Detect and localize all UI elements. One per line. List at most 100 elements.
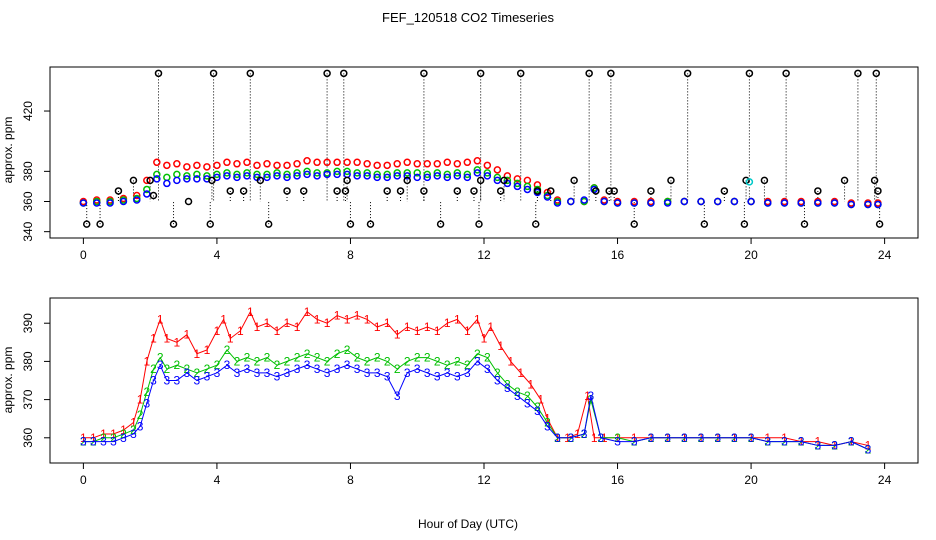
series-3-point: [283, 173, 291, 182]
y-axis-label: approx. ppm: [1, 347, 15, 414]
series-1-marker: 1: [865, 438, 872, 452]
series-1-marker: 1: [481, 331, 488, 345]
series-3-marker: 3: [164, 374, 171, 388]
series-2-marker: 2: [194, 366, 201, 380]
series-1-point: [483, 161, 492, 170]
series-1-marker: 1: [781, 431, 788, 445]
series-3-point: [79, 199, 88, 207]
series-1-marker: 1: [374, 320, 381, 334]
reference-point: [184, 197, 193, 206]
series-2-point: [143, 185, 151, 194]
series-2-marker: 2: [284, 354, 291, 368]
series-3-point: [153, 175, 161, 183]
reference-point: [800, 220, 809, 228]
x-tick-label: 24: [878, 473, 892, 487]
series-1-point: [373, 161, 381, 170]
series-3-marker: 3: [284, 366, 291, 380]
reference-point: [149, 191, 158, 200]
series-2-marker: 2: [184, 362, 191, 376]
series-1-marker: 1: [254, 320, 261, 334]
series-1-marker: 1: [537, 393, 544, 407]
series-3-point: [600, 197, 608, 206]
series-1-point: [223, 158, 231, 167]
series-3-marker: 3: [474, 354, 481, 368]
series-2-point: [313, 169, 321, 177]
series-1-point: [163, 161, 171, 170]
series-3-point: [403, 172, 411, 180]
reference-point: [870, 176, 879, 185]
series-2-point: [153, 170, 161, 179]
series-2-marker: 2: [414, 351, 421, 365]
series-2-point: [243, 169, 251, 177]
series-3-point: [393, 172, 401, 180]
reference-point: [570, 176, 578, 185]
x-tick-label: 0: [80, 473, 87, 487]
series-2-point: [363, 169, 371, 177]
series-1-marker: 1: [130, 416, 137, 430]
reference-point: [256, 176, 265, 185]
series-3-marker: 3: [224, 358, 231, 372]
reference-point: [874, 187, 882, 195]
series-1-marker: 1: [344, 312, 351, 326]
series-3-point: [567, 197, 575, 206]
series-2-point: [463, 170, 472, 179]
y-tick-label: 380: [21, 161, 35, 181]
series-3-marker: 3: [414, 362, 421, 376]
series-2-marker: 2: [254, 354, 261, 368]
series-3-marker: 3: [848, 435, 855, 449]
series-3-marker: 3: [781, 435, 788, 449]
series-1-marker: 1: [174, 335, 181, 349]
series-3-marker: 3: [174, 374, 181, 388]
series-3-point: [453, 172, 462, 180]
series-3-marker: 3: [524, 396, 531, 410]
series-1-point: [313, 158, 321, 167]
series-3-point: [730, 197, 739, 206]
reference-point: [585, 69, 593, 78]
cyan-point: [745, 178, 754, 186]
series-1-point: [433, 160, 442, 168]
series-3-point: [780, 199, 789, 207]
series-2-point: [483, 169, 492, 177]
series-1-marker: 1: [815, 435, 822, 449]
series-1-marker: 1: [100, 427, 107, 441]
series-1-point: [523, 176, 532, 185]
x-tick-label: 4: [214, 248, 221, 262]
series-2-point: [203, 172, 211, 180]
reference-point: [383, 187, 391, 195]
reference-point: [814, 187, 822, 195]
series-3-point: [333, 170, 341, 179]
series-3-point: [463, 173, 472, 182]
series-3-point: [383, 173, 391, 182]
series-2-point: [273, 169, 281, 177]
series-1-marker: 1: [264, 316, 271, 330]
series-2-marker: 2: [137, 408, 144, 422]
series-3-point: [523, 185, 532, 194]
series-2-marker: 2: [157, 351, 164, 365]
series-3-marker: 3: [204, 370, 211, 384]
series-3-point: [119, 197, 128, 206]
series-1-point: [403, 158, 411, 167]
series-1-point: [243, 158, 251, 167]
reference-point: [114, 187, 123, 195]
series-1-marker: 1: [384, 316, 391, 330]
series-3-marker: 3: [714, 431, 721, 445]
reference-point: [420, 69, 428, 78]
series-2-marker: 2: [120, 427, 127, 441]
series-1-point: [283, 161, 291, 170]
series-2-point: [253, 170, 261, 179]
series-3-marker: 3: [80, 435, 87, 449]
series-1-marker: 1: [220, 312, 227, 326]
series-3-marker: 3: [494, 374, 501, 388]
series-1-marker: 1: [237, 324, 244, 338]
series-2-marker: 2: [174, 358, 181, 372]
series-3-marker: 3: [344, 358, 351, 372]
series-1-point: [343, 158, 351, 167]
reference-point: [745, 69, 754, 78]
series-1-marker: 1: [90, 431, 97, 445]
series-3-point: [363, 172, 371, 180]
series-2-marker: 2: [264, 351, 271, 365]
series-2-point: [173, 170, 181, 179]
reference-point: [476, 69, 485, 78]
series-2-marker: 2: [494, 366, 501, 380]
